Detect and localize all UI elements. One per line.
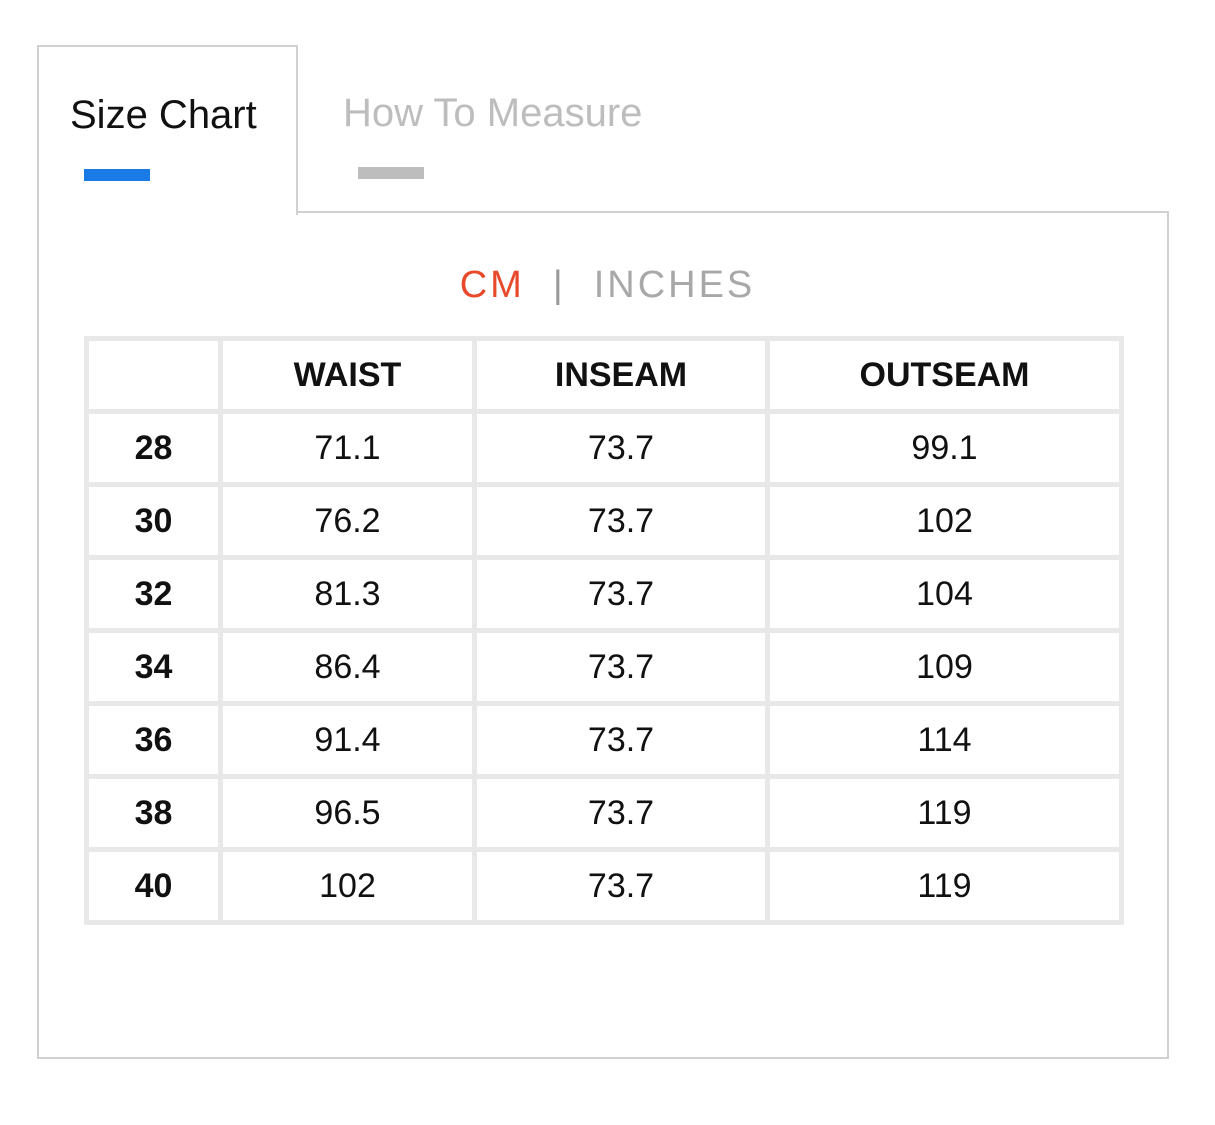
measurement-cell: 76.2 bbox=[218, 482, 477, 560]
unit-toggle: CM | INCHES bbox=[0, 264, 1215, 307]
unit-cm[interactable]: CM bbox=[459, 264, 525, 306]
measurement-cell: 73.7 bbox=[472, 847, 770, 925]
column-header: INSEAM bbox=[472, 336, 770, 414]
size-cell: 28 bbox=[84, 409, 223, 487]
measurement-cell: 73.7 bbox=[472, 774, 770, 852]
tab-label: Size Chart bbox=[70, 93, 257, 137]
table-row: 40 102 73.7 119 bbox=[84, 847, 1124, 925]
table-row: 34 86.4 73.7 109 bbox=[84, 628, 1124, 706]
measurement-cell: 119 bbox=[765, 847, 1124, 925]
measurement-cell: 73.7 bbox=[472, 555, 770, 633]
unit-inches[interactable]: INCHES bbox=[593, 264, 756, 306]
measurement-cell: 114 bbox=[765, 701, 1124, 779]
tab-how-to-measure[interactable]: How To Measure bbox=[298, 45, 718, 211]
table-row: 36 91.4 73.7 114 bbox=[84, 701, 1124, 779]
table-row: 30 76.2 73.7 102 bbox=[84, 482, 1124, 560]
size-cell: 32 bbox=[84, 555, 223, 633]
active-tab-indicator bbox=[84, 169, 150, 181]
measurement-cell: 102 bbox=[765, 482, 1124, 560]
measurement-cell: 73.7 bbox=[472, 482, 770, 560]
table-header-row: WAIST INSEAM OUTSEAM bbox=[84, 336, 1124, 414]
measurement-cell: 119 bbox=[765, 774, 1124, 852]
measurement-cell: 73.7 bbox=[472, 701, 770, 779]
measurement-cell: 109 bbox=[765, 628, 1124, 706]
measurement-cell: 102 bbox=[218, 847, 477, 925]
table-row: 28 71.1 73.7 99.1 bbox=[84, 409, 1124, 487]
measurement-cell: 81.3 bbox=[218, 555, 477, 633]
tab-label: How To Measure bbox=[343, 91, 643, 135]
table-row: 38 96.5 73.7 119 bbox=[84, 774, 1124, 852]
measurement-cell: 99.1 bbox=[765, 409, 1124, 487]
size-cell: 38 bbox=[84, 774, 223, 852]
table-row: 32 81.3 73.7 104 bbox=[84, 555, 1124, 633]
measurement-cell: 104 bbox=[765, 555, 1124, 633]
size-cell: 34 bbox=[84, 628, 223, 706]
size-table: WAIST INSEAM OUTSEAM 28 71.1 73.7 99.1 30 76.2 7… bbox=[84, 336, 1124, 925]
measurement-cell: 71.1 bbox=[218, 409, 477, 487]
column-header: WAIST bbox=[218, 336, 477, 414]
measurement-cell: 73.7 bbox=[472, 409, 770, 487]
size-cell: 30 bbox=[84, 482, 223, 560]
column-header: OUTSEAM bbox=[765, 336, 1124, 414]
measurement-cell: 96.5 bbox=[218, 774, 477, 852]
measurement-cell: 91.4 bbox=[218, 701, 477, 779]
measurement-cell: 73.7 bbox=[472, 628, 770, 706]
tab-size-chart[interactable]: Size Chart bbox=[37, 45, 298, 215]
unit-separator: | bbox=[552, 264, 566, 306]
column-header bbox=[84, 336, 223, 414]
size-chart-panel bbox=[37, 211, 1169, 1059]
size-cell: 40 bbox=[84, 847, 223, 925]
size-cell: 36 bbox=[84, 701, 223, 779]
measurement-cell: 86.4 bbox=[218, 628, 477, 706]
tab-indicator bbox=[358, 167, 424, 179]
